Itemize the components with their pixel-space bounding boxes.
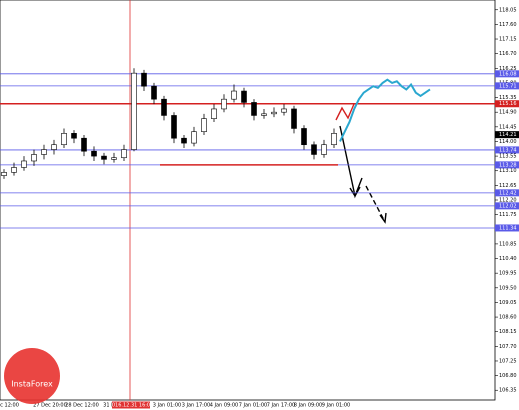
x-tick-label: 8 Jan 09:00 bbox=[294, 403, 322, 409]
y-tick-label: 113.10 bbox=[499, 168, 517, 174]
y-tick-label: 108.15 bbox=[499, 329, 517, 335]
candle-body bbox=[21, 160, 27, 168]
candle-body bbox=[101, 155, 107, 160]
level-label-box bbox=[495, 70, 519, 78]
candle-body bbox=[151, 85, 157, 100]
level-label-box bbox=[495, 189, 519, 197]
x-tick-label: 4 Jan 09:00 bbox=[210, 403, 238, 409]
y-tick-label: 106.80 bbox=[499, 373, 517, 379]
y-tick-label: 110.40 bbox=[499, 256, 517, 262]
y-tick-label: 115.35 bbox=[499, 95, 517, 101]
watermark: InstaForex bbox=[11, 380, 53, 389]
level-label: 116.08 bbox=[499, 71, 517, 77]
x-tick-label: 9 Jan 01:00 bbox=[322, 403, 350, 409]
x-tick-label: 7 Jan 01:00 bbox=[239, 403, 267, 409]
y-tick-label: 112.65 bbox=[499, 183, 517, 189]
price-label-box bbox=[495, 131, 519, 139]
y-tick-label: 114.45 bbox=[499, 124, 517, 130]
x-tick-label: 28 Dec 12:00 bbox=[65, 403, 99, 409]
y-tick-label: 118.05 bbox=[499, 7, 517, 13]
candle-body bbox=[171, 115, 177, 139]
level-label-box bbox=[495, 202, 519, 210]
y-tick-label: 112.20 bbox=[499, 198, 517, 204]
candle-body bbox=[201, 118, 207, 133]
candle-body bbox=[61, 133, 67, 146]
candle-body bbox=[71, 133, 77, 139]
logo: InstaForex bbox=[4, 348, 60, 404]
candle-body bbox=[121, 149, 127, 159]
plot-frame bbox=[0, 0, 496, 401]
level-label: 113.28 bbox=[499, 162, 517, 168]
candle-body bbox=[131, 72, 137, 150]
level-label-box bbox=[495, 100, 519, 108]
candle-body bbox=[111, 157, 117, 160]
current-price: 114.21 bbox=[499, 132, 517, 138]
y-tick-label: 113.55 bbox=[499, 154, 517, 160]
candle-body bbox=[311, 144, 317, 155]
y-tick-label: 108.60 bbox=[499, 315, 517, 321]
candle-body bbox=[211, 108, 217, 119]
candle-body bbox=[161, 98, 167, 116]
candle-body bbox=[331, 133, 337, 146]
x-tick-label: 27 Dec 20:00 bbox=[33, 403, 67, 409]
candle-body bbox=[241, 90, 247, 103]
candle-body bbox=[261, 113, 267, 116]
projection-line bbox=[339, 78, 431, 142]
candle-body bbox=[291, 108, 297, 129]
level-label: 112.42 bbox=[499, 190, 517, 196]
x-tick-label: 3 Jan 17:00 bbox=[182, 403, 210, 409]
candle-body bbox=[31, 154, 37, 162]
candle-body bbox=[51, 144, 57, 150]
candle-body bbox=[221, 98, 227, 110]
level-label: 113.74 bbox=[499, 147, 517, 153]
x-tick-label: 3 Jan 01:00 bbox=[153, 403, 181, 409]
y-tick-label: 117.60 bbox=[499, 22, 517, 28]
candle-body bbox=[181, 137, 187, 144]
y-tick-label: 110.85 bbox=[499, 241, 517, 247]
candle-body bbox=[281, 108, 287, 113]
candle-body bbox=[11, 167, 17, 173]
marker-label-box bbox=[112, 401, 150, 409]
y-tick-label: 107.70 bbox=[499, 344, 517, 350]
y-tick-label: 106.35 bbox=[499, 388, 517, 394]
y-tick-label: 107.25 bbox=[499, 358, 517, 364]
y-tick-label: 117.15 bbox=[499, 37, 517, 43]
candle-body bbox=[321, 144, 327, 155]
y-tick-label: 109.95 bbox=[499, 271, 517, 277]
candle-body bbox=[91, 150, 97, 157]
y-tick-label: 111.75 bbox=[499, 212, 517, 218]
candle-body bbox=[1, 172, 7, 176]
candle-body bbox=[41, 149, 47, 155]
y-tick-label: 114.90 bbox=[499, 110, 517, 116]
y-tick-label: 116.25 bbox=[499, 66, 517, 72]
candle-body bbox=[231, 90, 237, 100]
y-tick-label: 114.00 bbox=[499, 139, 517, 145]
candle-body bbox=[81, 137, 87, 152]
candle-body bbox=[271, 111, 277, 115]
candle-body bbox=[251, 102, 257, 116]
level-label-box bbox=[495, 161, 519, 169]
level-label: 115.16 bbox=[499, 101, 517, 107]
candle-body bbox=[191, 131, 197, 144]
level-label: 111.34 bbox=[499, 225, 517, 231]
level-label-box bbox=[495, 146, 519, 154]
level-label: 112.02 bbox=[499, 203, 517, 209]
y-tick-label: 109.50 bbox=[499, 285, 517, 291]
level-label-box bbox=[495, 224, 519, 232]
x-tick-label: ec 12:00 bbox=[0, 403, 19, 409]
marker-label: 2016.12.31 16:00 bbox=[109, 403, 154, 409]
level-label-box bbox=[495, 82, 519, 90]
y-tick-label: 109.05 bbox=[499, 300, 517, 306]
forecast-arrows bbox=[335, 103, 387, 224]
y-tick-label: 116.70 bbox=[499, 51, 517, 57]
candle-body bbox=[301, 128, 307, 146]
level-label: 115.71 bbox=[499, 83, 517, 89]
candle-body bbox=[141, 72, 147, 87]
x-tick-label: 7 Jan 17:00 bbox=[267, 403, 295, 409]
